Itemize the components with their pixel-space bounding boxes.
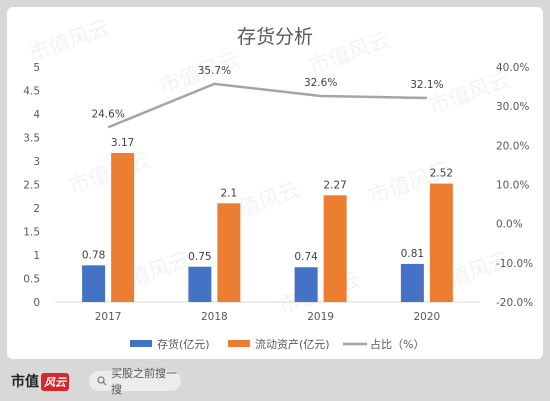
bar	[111, 153, 135, 302]
y-tick-label: 3	[33, 156, 40, 168]
brand-logo: 市值 风云	[11, 371, 69, 391]
y2-tick-label: 30.0%	[496, 101, 529, 113]
data-label: 0.75	[188, 251, 211, 263]
line-series	[107, 82, 427, 129]
x-tick-label: 2017	[95, 311, 122, 323]
bar	[188, 266, 212, 302]
y2-tick-label: 0.0%	[496, 219, 523, 231]
y2-tick-label: 20.0%	[496, 140, 529, 152]
y-tick-label: 1.5	[23, 227, 40, 239]
line-data-label: 32.6%	[304, 77, 337, 89]
y-tick-label: 0.5	[23, 274, 40, 286]
line-data-label: 24.6%	[91, 108, 124, 120]
brand-badge: 风云	[41, 373, 69, 391]
data-label: 2.52	[430, 168, 453, 180]
data-label: 0.78	[82, 249, 105, 261]
bottom-bar: 市值 风云 买股之前搜一搜	[7, 367, 543, 397]
legend: 存货(亿元) 流动资产(亿元) 占比（%）	[130, 337, 424, 351]
bar	[400, 263, 424, 302]
data-label: 0.74	[294, 251, 318, 263]
line-data-label: 35.7%	[198, 65, 231, 77]
legend-swatch	[130, 340, 152, 347]
y-tick-label: 2.5	[23, 180, 40, 192]
y-tick-label: 4	[33, 109, 40, 121]
data-label: 0.81	[401, 248, 424, 260]
y-tick-label: 5	[33, 62, 40, 74]
legend-label: 流动资产(亿元)	[255, 337, 330, 351]
y-tick-label: 3.5	[23, 133, 40, 145]
y-tick-label: 2	[33, 203, 40, 215]
bar	[217, 203, 241, 302]
data-label: 3.17	[111, 137, 134, 149]
legend-swatch	[228, 340, 250, 347]
chart-title: 存货分析	[236, 26, 313, 48]
y2-tick-label: -10.0%	[496, 258, 533, 270]
search-box[interactable]: 买股之前搜一搜	[89, 367, 181, 396]
legend-label: 占比（%）	[370, 337, 424, 351]
bar	[294, 267, 318, 302]
y2-tick-label: 10.0%	[496, 180, 529, 192]
y2-tick-label: 40.0%	[496, 62, 529, 74]
y2-tick-label: -20.0%	[496, 297, 533, 309]
line-data-label: 32.1%	[410, 79, 443, 91]
data-label: 2.27	[323, 179, 346, 191]
brand-name: 市值	[11, 374, 39, 390]
y-tick-label: 4.5	[23, 86, 40, 98]
bar	[429, 183, 453, 302]
x-tick-label: 2020	[414, 311, 441, 323]
search-icon	[97, 376, 107, 386]
legend-label: 存货(亿元)	[157, 337, 210, 351]
search-placeholder: 买股之前搜一搜	[111, 367, 177, 396]
chart-svg: 0 0.5 1 1.5 2 2.5 3 3.5 4 4.5 5 -20.0% -10.0% 0.0% 10.…	[23, 62, 533, 351]
y-tick-label: 0	[33, 297, 40, 309]
bar	[82, 265, 106, 302]
x-tick-label: 2019	[307, 311, 334, 323]
y-tick-label: 1	[33, 250, 40, 262]
bar	[323, 195, 347, 302]
data-label: 2.1	[221, 187, 238, 199]
x-tick-label: 2018	[201, 311, 228, 323]
